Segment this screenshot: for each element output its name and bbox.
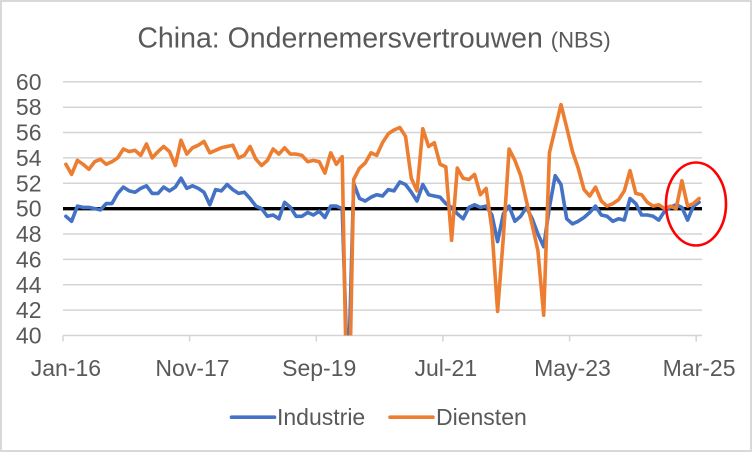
svg-text:May-23: May-23 bbox=[534, 355, 611, 381]
svg-text:44: 44 bbox=[16, 272, 42, 298]
svg-text:Mar-25: Mar-25 bbox=[663, 355, 736, 381]
svg-text:46: 46 bbox=[16, 246, 42, 272]
svg-text:Jul-21: Jul-21 bbox=[414, 355, 477, 381]
svg-text:58: 58 bbox=[16, 94, 42, 120]
svg-text:42: 42 bbox=[16, 297, 42, 323]
svg-text:56: 56 bbox=[16, 120, 42, 146]
svg-text:Industrie: Industrie bbox=[277, 404, 365, 430]
svg-text:52: 52 bbox=[16, 170, 42, 196]
svg-text:China: Ondernemersvertrouwen (: China: Ondernemersvertrouwen (NBS) bbox=[137, 23, 610, 55]
svg-text:Jan-16: Jan-16 bbox=[31, 355, 101, 381]
svg-text:Sep-19: Sep-19 bbox=[282, 355, 356, 381]
svg-text:Diensten: Diensten bbox=[436, 404, 527, 430]
svg-text:48: 48 bbox=[16, 221, 42, 247]
svg-text:40: 40 bbox=[16, 323, 42, 349]
svg-text:Nov-17: Nov-17 bbox=[155, 355, 229, 381]
svg-text:50: 50 bbox=[16, 196, 42, 222]
svg-text:60: 60 bbox=[16, 69, 42, 95]
svg-text:54: 54 bbox=[16, 145, 42, 171]
